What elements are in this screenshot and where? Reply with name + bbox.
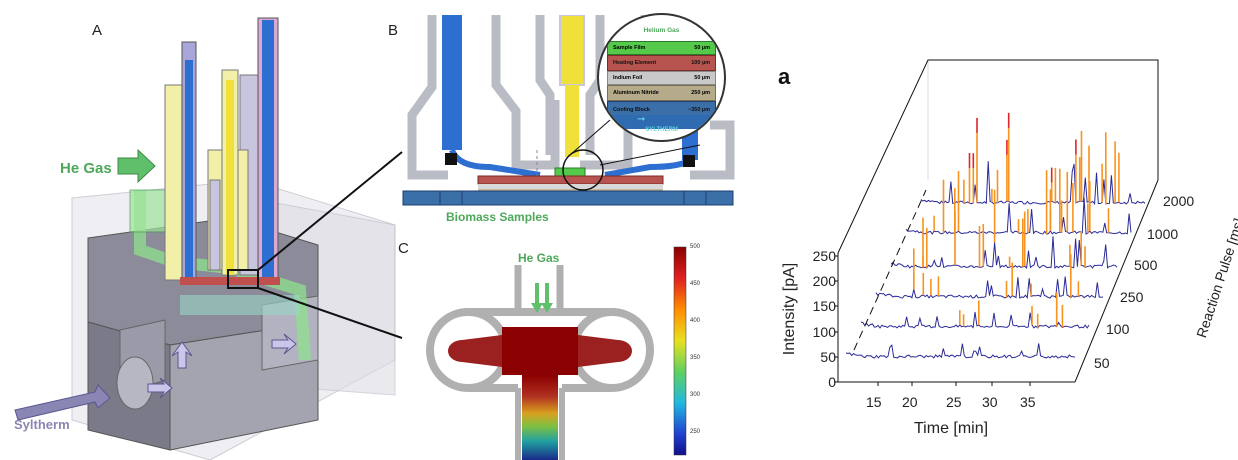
- waterfall-plot: [834, 59, 1159, 386]
- layer-heating-element: Heating Element 100 µm: [607, 55, 716, 71]
- inset-syltherm-label: SYLTHERM: [645, 127, 678, 133]
- ztick-50: 50: [1094, 355, 1110, 371]
- ytick-250: 250: [812, 248, 836, 264]
- flow-arrow-icon: ➞: [637, 114, 646, 125]
- inset-coolant-channel: [599, 115, 724, 129]
- ytick-200: 200: [812, 273, 836, 289]
- colorbar-tick-300: 300: [690, 392, 701, 398]
- layer-stack-inset: Helium Gas Sample Film 50 µm Heating Elem…: [597, 13, 726, 142]
- xtick-20: 20: [902, 394, 918, 410]
- ytick-50: 50: [820, 349, 836, 365]
- panel-a-lower-letter: a: [778, 64, 791, 89]
- colorbar-tick-450: 450: [690, 281, 701, 287]
- ztick-250: 250: [1120, 289, 1144, 305]
- layer-indium-foil: Indium Foil 50 µm: [607, 71, 716, 85]
- layer-sample-film: Sample Film 50 µm: [607, 41, 716, 55]
- colorbar-tick-400: 400: [690, 318, 701, 324]
- layer-aluminum-nitride: Aluminum Nitride 250 µm: [607, 85, 716, 101]
- ztick-500: 500: [1134, 257, 1158, 273]
- inset-layer-list: Sample Film 50 µm Heating Element 100 µm I…: [607, 41, 716, 119]
- ztick-1000: 1000: [1147, 226, 1179, 242]
- xtick-15: 15: [866, 394, 882, 410]
- colorbar-tick-250: 250: [690, 429, 701, 435]
- syltherm-label: Syltherm: [14, 417, 70, 432]
- he-gas-label-c: He Gas: [518, 251, 560, 265]
- xtick-30: 30: [982, 394, 998, 410]
- he-gas-label-a: He Gas: [60, 160, 112, 177]
- biomass-samples-label: Biomass Samples: [446, 210, 549, 224]
- y-axis-label: Intensity [pA]: [781, 262, 798, 356]
- colorbar-tick-500: 500: [690, 244, 701, 250]
- reference-dashed-line: [853, 189, 927, 351]
- ytick-100: 100: [812, 324, 836, 340]
- trace-line: [860, 311, 1090, 329]
- panel-a-cad-illustration: [14, 17, 396, 460]
- panel-b-letter: B: [388, 22, 399, 39]
- xtick-25: 25: [946, 394, 962, 410]
- ztick-100: 100: [1106, 321, 1130, 337]
- temperature-colorbar: [673, 246, 687, 456]
- ytick-150: 150: [812, 298, 836, 314]
- x-axis-label: Time [min]: [914, 420, 989, 437]
- inset-helium-title: Helium Gas: [643, 27, 680, 34]
- xtick-35: 35: [1020, 394, 1036, 410]
- ztick-2000: 2000: [1163, 193, 1195, 209]
- panel-a-letter: A: [92, 22, 103, 39]
- ytick-0: 0: [828, 374, 836, 390]
- panel-c-letter: C: [398, 240, 409, 257]
- trace-line: [845, 343, 1076, 359]
- panel-c-thermal-simulation: [426, 265, 654, 460]
- trace-line: [875, 276, 1104, 300]
- colorbar-tick-350: 350: [690, 355, 701, 361]
- trace-line: [890, 236, 1118, 270]
